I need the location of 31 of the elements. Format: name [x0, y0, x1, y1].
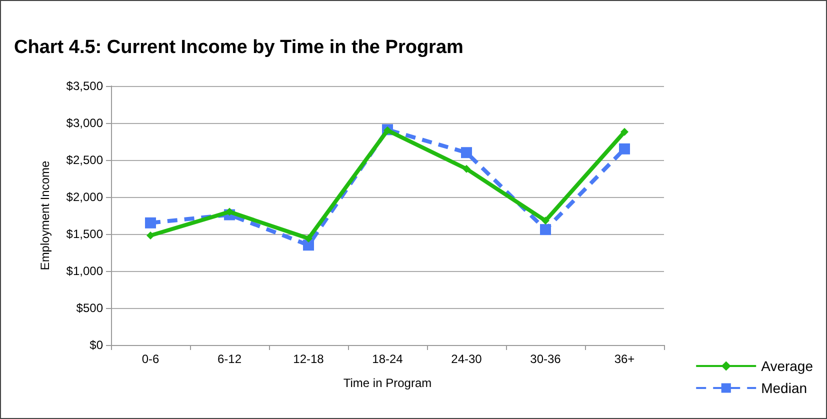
x-tick-label: 12-18 — [293, 352, 324, 366]
y-tick-label: $500 — [76, 301, 104, 315]
point — [145, 217, 156, 228]
x-tick-label: 6-12 — [217, 352, 242, 366]
x-tick-label: 0-6 — [142, 352, 160, 366]
x-tick-label: 36+ — [614, 352, 635, 366]
x-axis-title: Time in Program — [343, 376, 432, 390]
y-tick-label: $3,500 — [66, 79, 104, 93]
point — [303, 240, 314, 251]
y-tick-label: $2,500 — [66, 153, 104, 167]
point — [542, 216, 550, 225]
y-tick-label: $0 — [90, 338, 104, 352]
y-tick-label: $1,000 — [66, 264, 104, 278]
y-axis-title: Employment Income — [38, 160, 52, 270]
x-tick-label: 30-36 — [530, 352, 562, 366]
point — [462, 164, 470, 173]
point — [226, 208, 234, 216]
point — [540, 224, 551, 236]
x-tick-label: 24-30 — [451, 352, 482, 366]
y-tick-label: $2,000 — [66, 190, 104, 204]
legend-label: Median — [761, 380, 808, 396]
y-tick-label: $1,500 — [66, 227, 104, 241]
point — [146, 231, 154, 240]
point — [461, 147, 472, 158]
y-tick-label: $3,000 — [66, 116, 104, 130]
legend-label: Average — [761, 358, 814, 374]
point — [620, 128, 628, 136]
point — [304, 234, 312, 242]
x-tick-label: 18-24 — [372, 352, 404, 366]
chart-title: Chart 4.5: Current Income by Time in the Program — [14, 37, 464, 58]
point — [619, 143, 630, 154]
